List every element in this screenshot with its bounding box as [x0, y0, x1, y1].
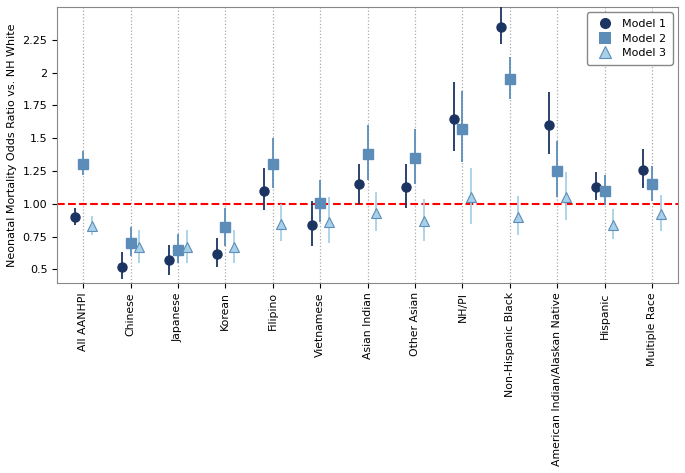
Y-axis label: Neonatal Mortality Odds Ratio vs. NH White: Neonatal Mortality Odds Ratio vs. NH Whi…: [7, 23, 17, 266]
Legend: Model 1, Model 2, Model 3: Model 1, Model 2, Model 3: [587, 12, 673, 65]
